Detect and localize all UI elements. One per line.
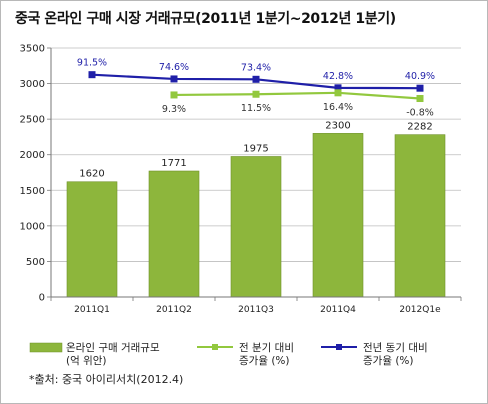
line-series bbox=[88, 71, 424, 103]
legend-label-yoy-line1: 전년 동기 대비 bbox=[363, 342, 428, 354]
yoy-value-label: 74.6% bbox=[159, 62, 189, 73]
y-tick-label: 1000 bbox=[20, 221, 45, 232]
bar-value-label: 1975 bbox=[243, 143, 268, 154]
legend: 온라인 구매 거래규모 (억 위안) 전 분기 대비 증가율 (%) 전년 동기… bbox=[29, 342, 428, 367]
y-tick-label: 3000 bbox=[20, 79, 45, 90]
chart-title: 중국 온라인 구매 시장 거래규모(2011년 1분기~2012년 1분기) bbox=[15, 11, 396, 27]
qoq-value-label: 9.3% bbox=[162, 104, 186, 115]
bar-value-label: 1620 bbox=[79, 169, 104, 180]
yoy-point bbox=[170, 75, 178, 83]
yoy-point bbox=[88, 71, 96, 79]
legend-swatch-qoq-marker bbox=[212, 344, 218, 350]
bar bbox=[148, 170, 200, 298]
bar bbox=[230, 156, 282, 298]
bar-value-label: 2300 bbox=[325, 120, 350, 131]
bar-value-label: 1771 bbox=[161, 158, 186, 169]
qoq-value-label: 16.4% bbox=[323, 102, 353, 113]
bar bbox=[312, 133, 364, 298]
qoq-value-label: -0.8% bbox=[406, 108, 434, 119]
y-tick-label: 0 bbox=[39, 293, 45, 304]
qoq-point bbox=[334, 89, 342, 97]
legend-swatch-yoy-marker bbox=[336, 344, 342, 350]
bar-value-label: 2282 bbox=[407, 122, 432, 133]
bar bbox=[66, 181, 118, 298]
legend-label-bar-line2: (억 위안) bbox=[66, 354, 107, 367]
qoq-line bbox=[173, 91, 421, 100]
qoq-point bbox=[416, 95, 424, 103]
bar-series bbox=[66, 133, 446, 298]
qoq-value-label: 11.5% bbox=[241, 103, 271, 114]
legend-label-yoy-line2: 증가율 (%) bbox=[363, 355, 414, 367]
axes: 0 500 1000 1500 2000 2500 3000 3500 2011Q1 2011Q2… bbox=[20, 44, 462, 315]
legend-swatch-bar bbox=[29, 342, 63, 353]
x-tick-label: 2011Q3 bbox=[238, 305, 274, 315]
x-tick-label: 2011Q2 bbox=[156, 305, 192, 315]
x-tick-label: 2011Q1 bbox=[74, 305, 110, 315]
legend-label-bar-line1: 온라인 구매 거래규모 bbox=[66, 342, 160, 354]
x-tick-label: 2012Q1e bbox=[399, 305, 441, 315]
legend-label-qoq-line1: 전 분기 대비 bbox=[239, 342, 294, 354]
bar bbox=[394, 134, 446, 298]
yoy-value-label: 42.8% bbox=[323, 71, 353, 82]
source-note: *출처: 중국 아이리서치(2012.4) bbox=[29, 373, 184, 386]
y-tick-label: 2500 bbox=[20, 115, 45, 126]
yoy-value-label: 73.4% bbox=[241, 62, 271, 73]
qoq-point bbox=[252, 90, 260, 98]
y-tick-label: 3500 bbox=[20, 44, 45, 55]
data-labels: 1620 1771 1975 2300 2282 91.5% 74.6% 73.4% 42.8%… bbox=[77, 58, 435, 180]
yoy-point bbox=[334, 84, 342, 92]
qoq-point bbox=[170, 91, 178, 99]
y-tick-label: 2000 bbox=[20, 150, 45, 161]
x-tick-label: 2011Q4 bbox=[320, 305, 356, 315]
yoy-value-label: 91.5% bbox=[77, 58, 107, 69]
legend-label-qoq-line2: 증가율 (%) bbox=[239, 355, 290, 367]
y-tick-label: 500 bbox=[26, 257, 45, 268]
y-tick-label: 1500 bbox=[20, 186, 45, 197]
yoy-value-label: 40.9% bbox=[405, 71, 435, 82]
yoy-point bbox=[416, 84, 424, 92]
yoy-point bbox=[252, 75, 260, 83]
